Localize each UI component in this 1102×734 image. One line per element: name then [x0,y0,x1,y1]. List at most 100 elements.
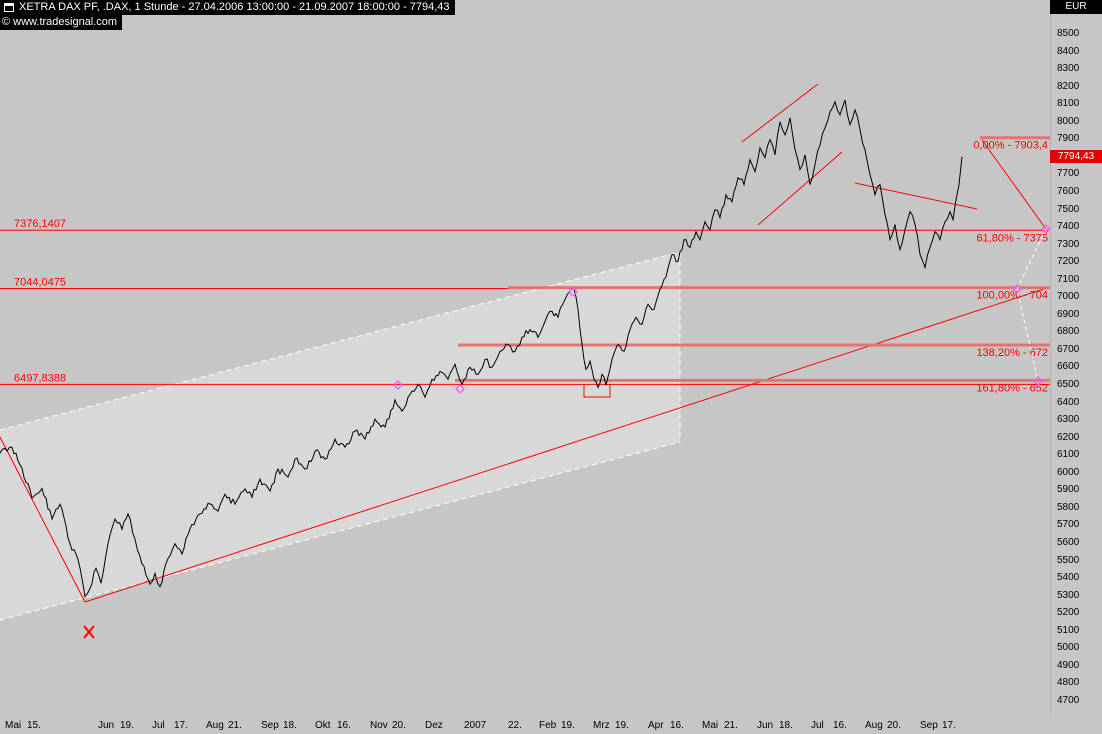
y-axis-tick: 5500 [1057,554,1080,566]
x-axis-tick: Mai [5,720,22,731]
x-axis-tick: Jun [757,720,774,731]
x-axis-tick: 18. [779,720,793,731]
y-axis-tick: 4800 [1057,677,1080,689]
y-axis-tick: 5900 [1057,484,1080,496]
x-axis-tick: 19. [561,720,575,731]
chart-header: XETRA DAX PF, .DAX, 1 Stunde - 27.04.200… [0,0,455,30]
x-axis-tick: Feb [539,720,557,731]
y-axis-tick: 7000 [1057,291,1080,303]
anchor-diamond-0[interactable] [393,380,403,390]
anchor-diamond-1[interactable] [455,384,465,394]
x-axis-tick: 20. [392,720,406,731]
fib-label-0: 0,00% - 7903,4 [973,140,1048,152]
fib-label-1: 61,80% - 7375 [976,232,1048,244]
trendline-4[interactable] [854,182,978,210]
x-axis-tick: Jul [152,720,165,731]
y-axis-tick: 8200 [1057,80,1080,92]
x-axis-tick: 16. [337,720,351,731]
y-axis-tick: 6100 [1057,449,1080,461]
y-axis-tick: 5600 [1057,536,1080,548]
y-axis-tick: 5700 [1057,519,1080,531]
x-axis-tick: 21. [228,720,242,731]
anchor-diamond-5[interactable] [1041,224,1050,234]
y-axis-tick: 6900 [1057,308,1080,320]
y-axis-tick: 7400 [1057,221,1080,233]
fib-projection-path[interactable] [1016,228,1047,382]
x-axis-tick: 16. [670,720,684,731]
y-axis-tick: 6800 [1057,326,1080,338]
x-axis-tick: Jul [811,720,824,731]
currency-label: EUR [1050,0,1102,14]
fib-label-3: 138,20% - 672 [976,347,1048,359]
x-mark-stroke-2[interactable] [83,625,95,639]
range-bracket[interactable] [583,384,611,398]
x-axis-tick: 22. [508,720,522,731]
trend-channel-edge-0[interactable] [0,251,681,431]
x-axis-tick: Aug [206,720,224,731]
y-axis-tick: 6700 [1057,343,1080,355]
y-axis-tick: 8000 [1057,115,1080,127]
x-axis-tick: Aug [865,720,883,731]
y-axis-tick: 6500 [1057,379,1080,390]
y-axis-tick: 8300 [1057,63,1080,75]
y-axis-tick: 5300 [1057,589,1080,601]
last-price-badge: 7794,43 [1050,149,1102,163]
x-axis-tick: 18. [283,720,297,731]
trendline-0[interactable] [0,436,86,603]
price-axis[interactable]: 8500840083008200810080007900780077007600… [1050,0,1102,717]
x-axis-tick: 17. [942,720,956,731]
y-axis-tick: 6000 [1057,466,1080,478]
trendline-3[interactable] [757,151,843,226]
x-axis-tick: Mai [702,720,719,731]
fib-label-2: 100,00% - 704 [976,290,1048,302]
x-axis-tick: Apr [648,720,664,731]
x-axis-tick: Nov [370,720,388,731]
hline-label-0: 7376,1407 [14,218,66,230]
trend-channel-edge-1[interactable] [0,441,681,621]
y-axis-tick: 8100 [1057,98,1080,110]
x-axis-tick: Dez [425,720,443,731]
price-chart[interactable]: 7376,1407 7044,0475 6497,8388 0,00% - 7903,… [0,0,1050,717]
chart-title: XETRA DAX PF, .DAX, 1 Stunde - 27.04.200… [19,1,450,13]
y-axis-tick: 5800 [1057,501,1080,513]
window-icon[interactable] [4,2,14,12]
fib-label-4: 161,80% - 652 [976,382,1048,394]
anchor-diamond-3[interactable] [1012,284,1022,294]
y-axis-tick: 6400 [1057,396,1080,408]
y-axis-tick: 6200 [1057,431,1080,443]
x-axis-tick: 19. [120,720,134,731]
y-axis-tick: 5400 [1057,572,1080,584]
y-axis-tick: 7900 [1057,133,1080,145]
y-axis-tick: 7100 [1057,273,1080,285]
y-axis-tick: 5100 [1057,624,1080,636]
x-axis-tick: Jun [98,720,115,731]
y-axis-tick: 8400 [1057,45,1080,57]
anchor-diamond-2[interactable] [568,287,578,297]
trendline-2[interactable] [741,83,819,143]
trendline-5[interactable] [981,139,1047,230]
copyright-link[interactable]: © www.tradesignal.com [2,16,118,28]
y-axis-tick: 4700 [1057,694,1080,706]
x-axis-tick: 15. [27,720,41,731]
y-axis-tick: 7500 [1057,203,1080,215]
trendline-1[interactable] [84,286,1050,603]
y-axis-tick: 7700 [1057,168,1080,180]
x-axis-tick: Sep [261,720,279,731]
time-axis[interactable]: Mai 15. Jun 19. Jul 17. Aug 21. Sep 18. Okt 16. Nov 2… [0,720,1102,734]
x-axis-tick: 20. [887,720,901,731]
x-axis-tick: Mrz [593,720,610,731]
y-axis-tick: 7300 [1057,238,1080,250]
hline-label-2: 6497,8388 [14,372,66,384]
y-axis-tick: 5200 [1057,607,1080,619]
anchor-diamond-4[interactable] [1033,376,1043,386]
x-axis-tick: Okt [315,720,331,731]
y-axis-tick: 7200 [1057,256,1080,268]
y-axis-tick: 5000 [1057,642,1080,654]
hline-label-1: 7044,0475 [14,277,66,289]
x-axis-tick: Sep [920,720,938,731]
y-axis-tick: 6300 [1057,414,1080,426]
y-axis-tick: 7600 [1057,185,1080,197]
y-axis-tick: 6600 [1057,361,1080,373]
x-axis-tick: 16. [833,720,847,731]
